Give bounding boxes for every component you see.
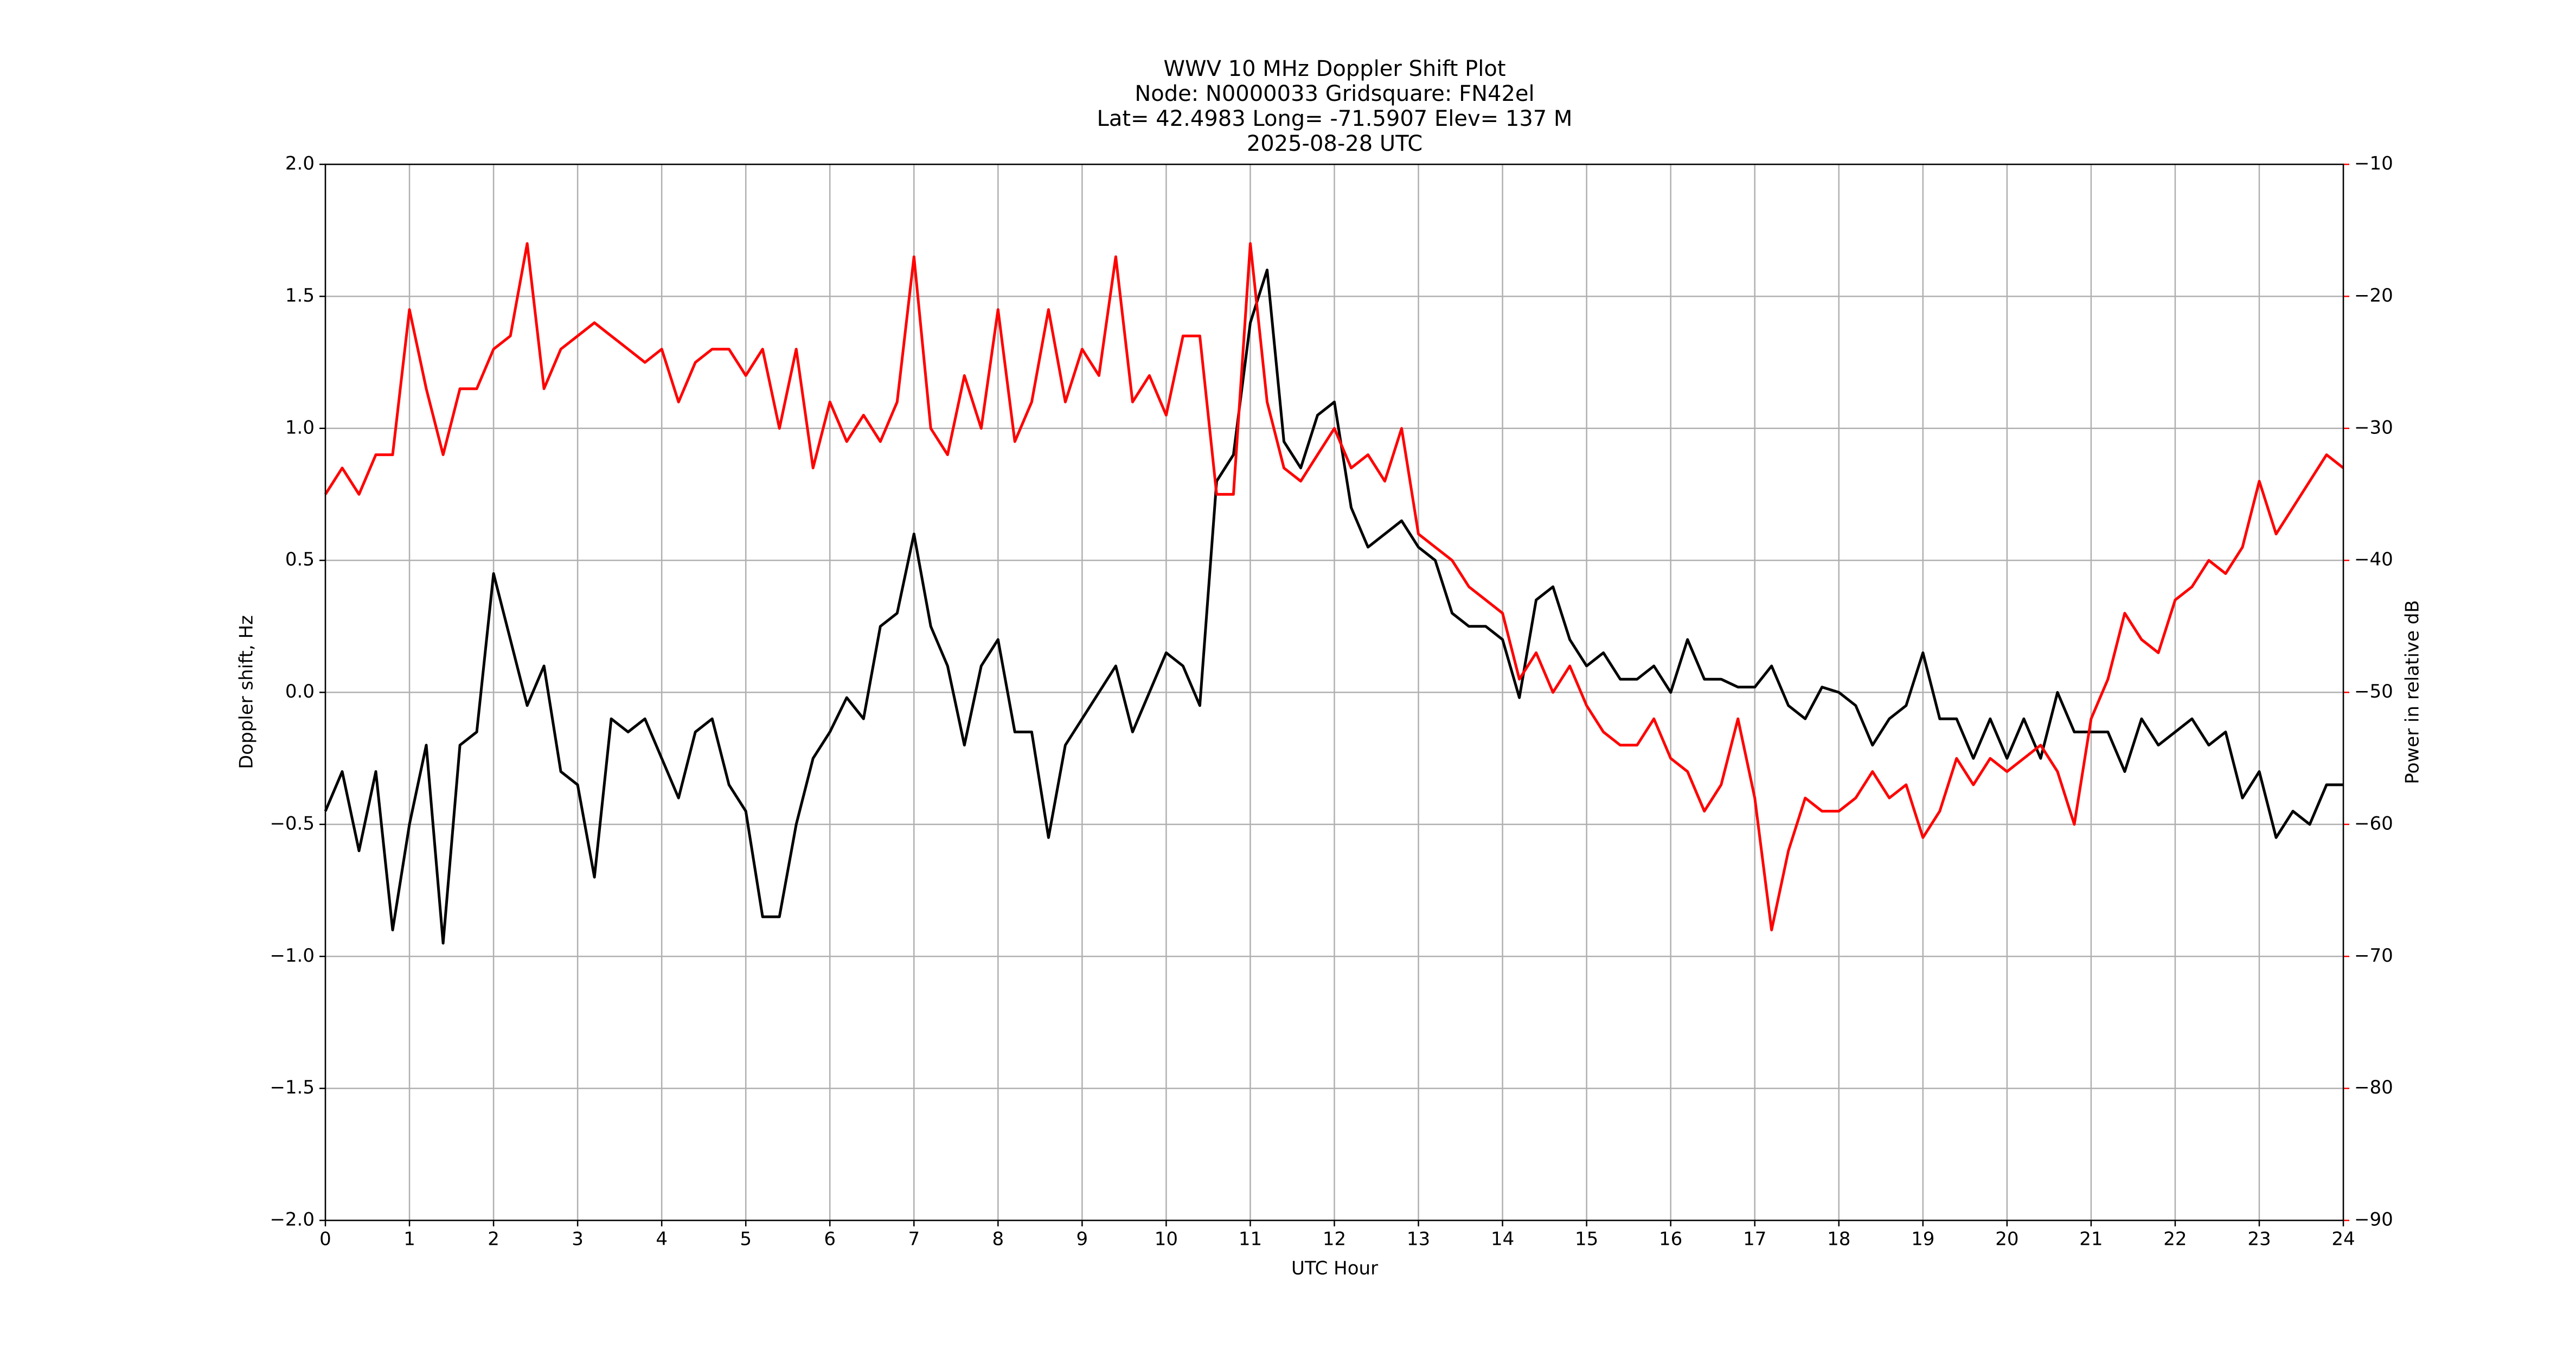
- chart-title: 2025-08-28 UTC: [1247, 131, 1422, 156]
- x-tick-label: 17: [1743, 1229, 1766, 1250]
- y-tick-label: 2.0: [285, 153, 315, 175]
- y-tick-label: 0.5: [285, 549, 315, 571]
- y2-tick-label: −50: [2354, 681, 2393, 702]
- x-tick-label: 0: [319, 1229, 331, 1250]
- data-line: [324, 268, 2343, 945]
- x-tick-label: 16: [1659, 1229, 1682, 1250]
- x-tick-label: 8: [992, 1229, 1004, 1250]
- x-tick-label: 4: [656, 1229, 668, 1250]
- data-line: [324, 242, 2344, 932]
- x-tick-label: 6: [824, 1229, 836, 1250]
- y2-tick-label: −20: [2354, 285, 2393, 306]
- chart-title: Lat= 42.4983 Long= -71.5907 Elev= 137 M: [1097, 106, 1573, 131]
- y-tick-label: −1.5: [270, 1077, 315, 1098]
- y2-tick-label: −80: [2354, 1077, 2393, 1098]
- x-tick-label: 1: [403, 1229, 415, 1250]
- x-tick-label: 12: [1323, 1229, 1346, 1250]
- y-tick-label: −2.0: [270, 1209, 315, 1231]
- x-tick-label: 7: [908, 1229, 920, 1250]
- y2-tick-label: −30: [2354, 417, 2393, 438]
- y-tick-label: 1.0: [285, 417, 315, 438]
- plot-frame: [324, 163, 2344, 1221]
- y-tick-label: 0.0: [285, 681, 315, 702]
- x-tick-label: 13: [1407, 1229, 1430, 1250]
- x-tick-label: 22: [2163, 1229, 2187, 1250]
- y2-tick-label: −70: [2354, 945, 2393, 967]
- y2-tick-label: −60: [2354, 813, 2393, 834]
- y-tick-label: −1.0: [270, 945, 315, 967]
- chart-title: WWV 10 MHz Doppler Shift Plot: [1163, 56, 1505, 81]
- y-tick-label: −0.5: [270, 813, 315, 834]
- y2-tick-label: −10: [2354, 153, 2393, 175]
- x-tick-label: 10: [1155, 1229, 1178, 1250]
- y-tick-label: 1.5: [285, 285, 315, 306]
- x-tick-label: 21: [2079, 1229, 2103, 1250]
- x-tick-label: 3: [572, 1229, 584, 1250]
- y2-tick-label: −40: [2354, 549, 2393, 571]
- y-axis-label: Doppler shift, Hz: [236, 615, 258, 769]
- x-axis-label: UTC Hour: [1291, 1258, 1378, 1280]
- x-tick-label: 5: [740, 1229, 752, 1250]
- y2-tick-label: −90: [2354, 1209, 2393, 1231]
- chart-title: Node: N0000033 Gridsquare: FN42el: [1135, 81, 1534, 106]
- x-tick-label: 11: [1239, 1229, 1262, 1250]
- x-tick-label: 20: [1995, 1229, 2018, 1250]
- x-tick-label: 18: [1827, 1229, 1850, 1250]
- y2-axis-label: Power in relative dB: [2402, 600, 2424, 784]
- x-tick-label: 19: [1911, 1229, 1934, 1250]
- x-tick-label: 24: [2331, 1229, 2355, 1250]
- x-tick-label: 14: [1491, 1229, 1514, 1250]
- x-tick-label: 2: [488, 1229, 499, 1250]
- x-tick-label: 15: [1575, 1229, 1598, 1250]
- x-tick-label: 23: [2247, 1229, 2271, 1250]
- x-tick-label: 9: [1076, 1229, 1088, 1250]
